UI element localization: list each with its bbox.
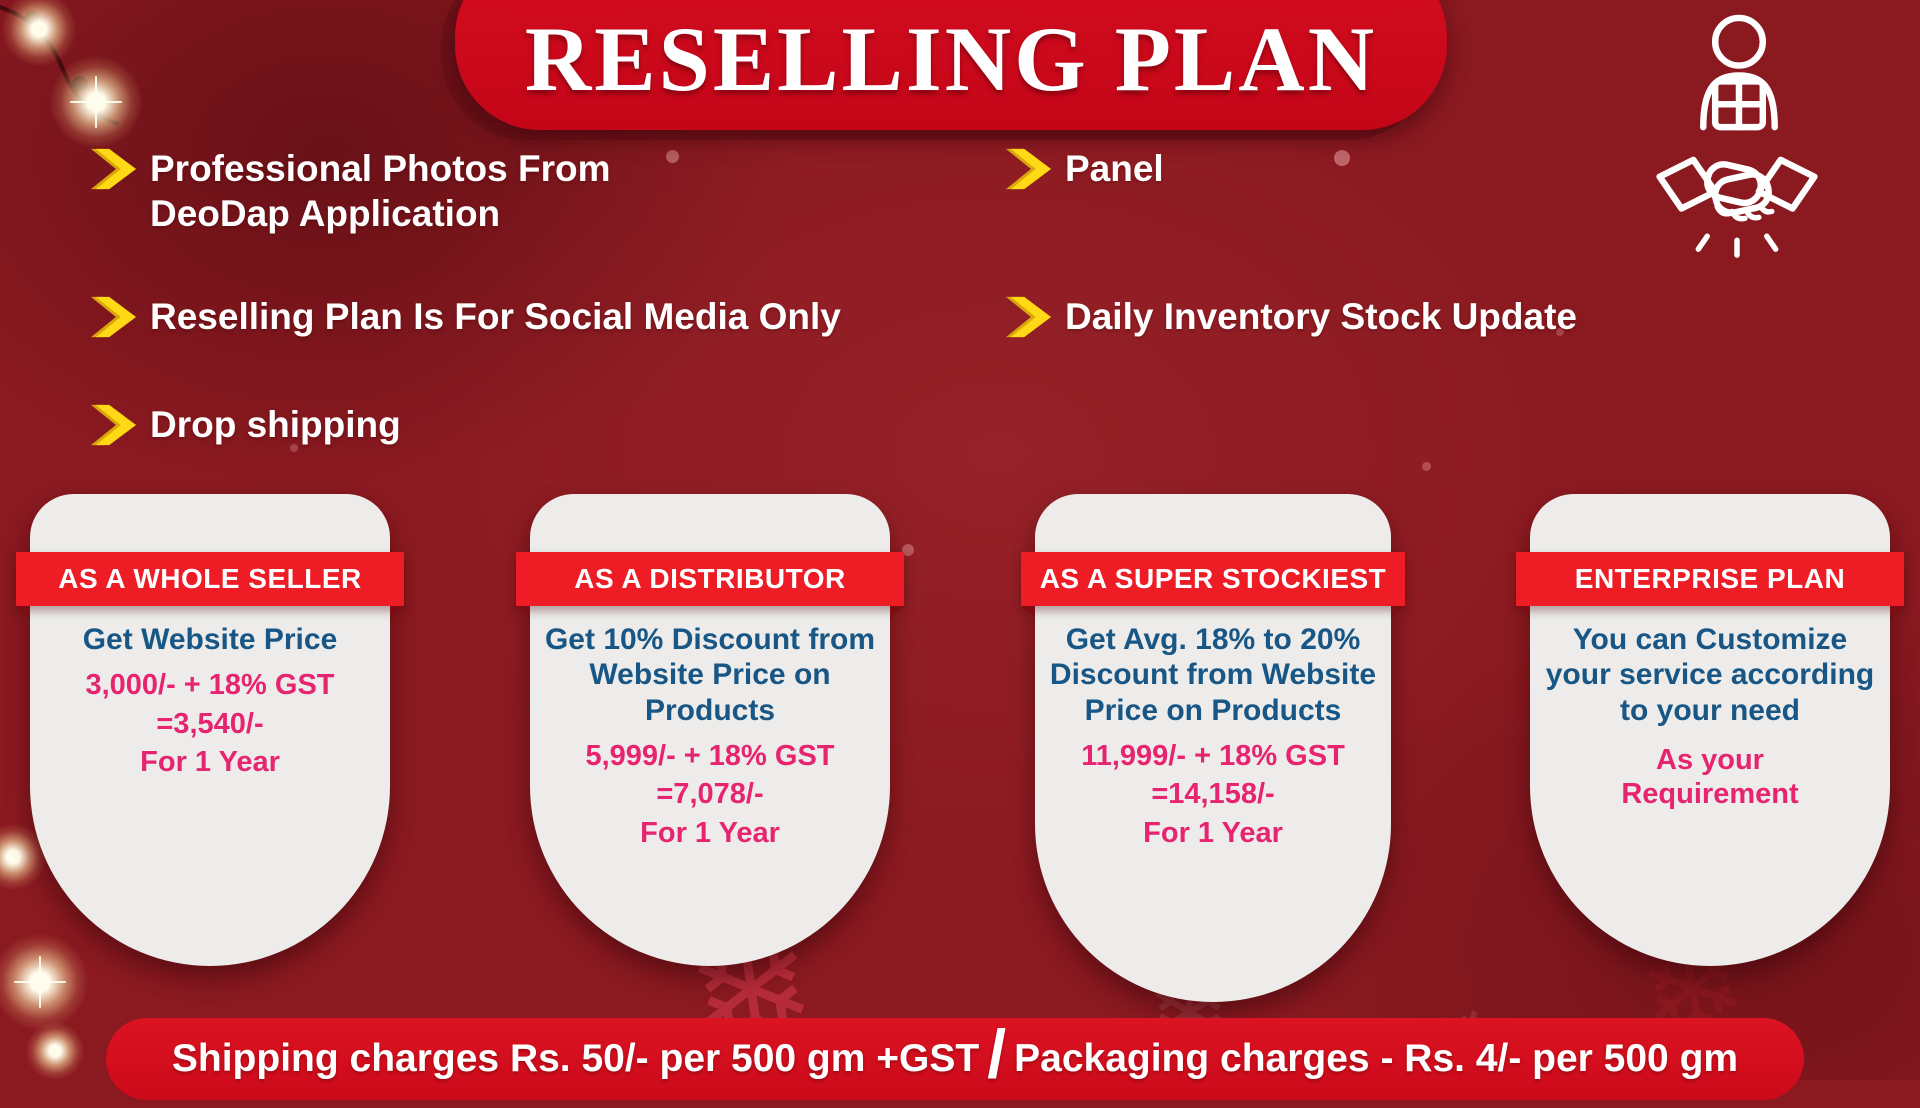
plan-price-line: 3,000/- + 18% GST [85,669,335,702]
divider-slash: / [987,1016,1007,1092]
feature-label: Drop shipping [150,404,401,445]
plan-ribbon: AS A DISTRIBUTOR [516,552,904,617]
person-with-parcel-handshake-icon [1652,10,1822,268]
bokeh-dot-decoration [1422,462,1431,471]
feature-item: Panel [1005,146,1164,191]
feature-item: Reselling Plan Is For Social Media Only [90,294,841,339]
feature-label: Professional Photos From DeoDap Applicat… [150,148,611,235]
yellow-chevron-arrow-icon [1005,147,1053,191]
plan-ribbon-label: AS A WHOLE SELLER [58,563,362,594]
plan-ribbon: ENTERPRISE PLAN [1516,552,1904,617]
plan-price-block: 5,999/- + 18% GST =7,078/- For 1 Year [543,737,877,852]
plan-price-line: For 1 Year [1143,816,1283,849]
bokeh-dot-decoration [1334,150,1350,166]
shipping-info-bar: Shipping charges Rs. 50/- per 500 gm +GS… [106,1016,1804,1100]
plan-price-line: =7,078/- [656,778,764,811]
plan-price-line: 11,999/- + 18% GST [1081,740,1345,773]
yellow-chevron-arrow-icon [1005,295,1053,339]
plan-price-block: 3,000/- + 18% GST =3,540/- For 1 Year [43,666,377,781]
plan-price-block: 11,999/- + 18% GST =14,158/- For 1 Year [1048,737,1378,852]
plan-ribbon-label: AS A SUPER STOCKIEST [1039,563,1387,594]
light-glow-decoration [0,934,88,1030]
plan-price-block: As your Requirement [1543,744,1877,811]
light-glow-decoration [26,1022,84,1080]
plan-ribbon-label: AS A DISTRIBUTOR [574,563,846,594]
light-glow-decoration [50,56,142,148]
shipping-charges-text: Shipping charges Rs. 50/- per 500 gm +GS… [171,1037,980,1080]
plan-price-line: As your Requirement [1621,744,1799,810]
plan-benefit: Get Website Price [82,623,338,656]
feature-label: Panel [1065,148,1164,189]
plan-ribbon: AS A WHOLE SELLER [16,552,404,617]
light-glow-decoration [2,0,76,66]
feature-item: Daily Inventory Stock Update [1005,294,1577,339]
plan-benefit: Get 10% Discount from Website Price on P… [544,623,876,727]
plan-ribbon: AS A SUPER STOCKIEST [1021,552,1405,617]
feature-item: Drop shipping [90,402,401,447]
title-banner: RESELLING PLAN [455,0,1447,130]
plan-card-distributor: AS A DISTRIBUTOR Get 10% Discount from W… [516,494,904,966]
plan-card-enterprise: ENTERPRISE PLAN You can Customize your s… [1516,494,1904,966]
plan-benefit: You can Customize your service according… [1545,623,1875,727]
yellow-chevron-arrow-icon [90,295,138,339]
plan-price-line: 5,999/- + 18% GST [585,740,835,773]
plan-price-line: =3,540/- [156,707,264,740]
plan-price-line: For 1 Year [140,745,280,778]
yellow-chevron-arrow-icon [90,403,138,447]
feature-label: Reselling Plan Is For Social Media Only [150,296,841,337]
plan-ribbon-label: ENTERPRISE PLAN [1574,563,1846,594]
feature-label: Daily Inventory Stock Update [1065,296,1577,337]
packaging-charges-text: Packaging charges - Rs. 4/- per 500 gm [1014,1037,1739,1080]
plan-benefit: Get Avg. 18% to 20% Discount from Websit… [1049,623,1377,727]
feature-item: Professional Photos From DeoDap Applicat… [90,146,750,236]
plan-price-line: For 1 Year [640,816,780,849]
plan-card-super-stockiest: AS A SUPER STOCKIEST Get Avg. 18% to 20%… [1021,494,1405,1002]
plan-card-whole-seller: AS A WHOLE SELLER Get Website Price 3,00… [16,494,404,966]
page-title: RESELLING PLAN [524,8,1378,110]
yellow-chevron-arrow-icon [90,147,138,191]
plan-price-line: =14,158/- [1151,778,1275,811]
